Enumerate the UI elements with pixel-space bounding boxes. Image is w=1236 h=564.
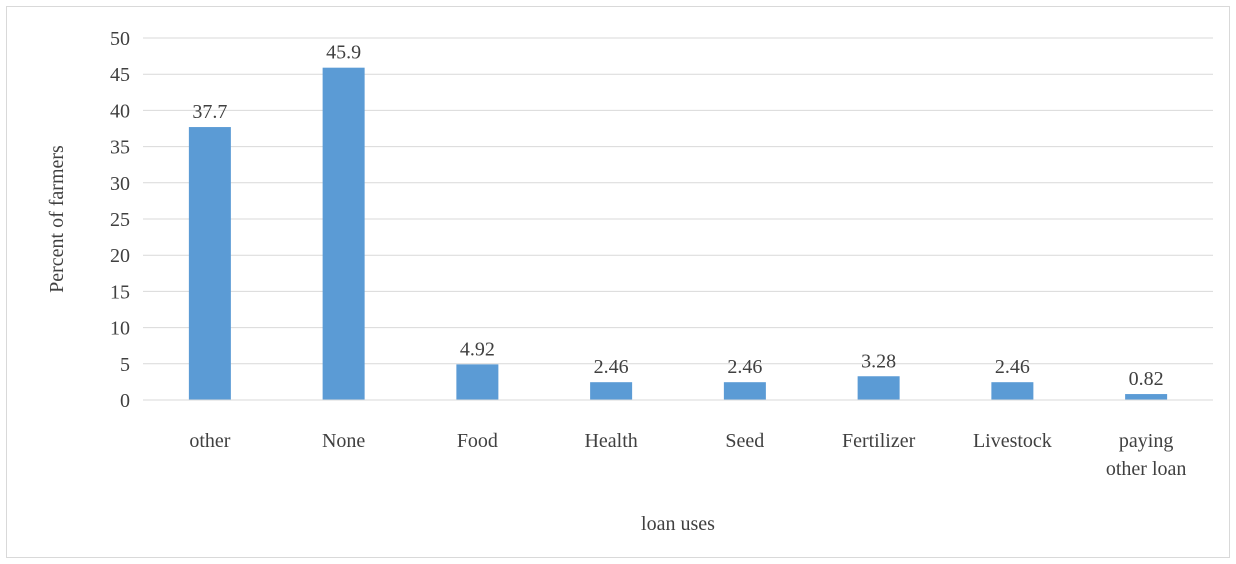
data-label: 2.46 bbox=[594, 356, 629, 378]
bar bbox=[723, 382, 766, 400]
x-category-label: Livestock bbox=[973, 430, 1052, 452]
bars bbox=[188, 67, 1168, 401]
x-axis-categories: other None Food Health Seed Fertilizer Livesto… bbox=[189, 430, 1186, 480]
x-category-label: Fertilizer bbox=[842, 430, 916, 452]
bar bbox=[1125, 394, 1168, 400]
bar bbox=[991, 382, 1034, 400]
data-label: 37.7 bbox=[192, 101, 227, 123]
x-category-label: None bbox=[322, 430, 365, 452]
y-tick-label: 40 bbox=[110, 100, 130, 122]
y-tick-label: 30 bbox=[110, 173, 130, 195]
y-tick-label: 0 bbox=[120, 390, 130, 412]
x-category-label: Food bbox=[457, 430, 498, 452]
data-label: 3.28 bbox=[861, 350, 896, 372]
y-tick-label: 50 bbox=[110, 28, 130, 50]
x-axis-title: loan uses bbox=[641, 513, 715, 535]
bar bbox=[857, 376, 900, 400]
y-tick-label: 10 bbox=[110, 318, 130, 340]
y-tick-label: 20 bbox=[110, 245, 130, 267]
bar bbox=[188, 127, 231, 400]
data-label: 2.46 bbox=[995, 356, 1030, 378]
data-labels: 37.7 45.9 4.92 2.46 2.46 3.28 2.46 0.82 bbox=[192, 42, 1163, 390]
y-axis-title: Percent of farmers bbox=[46, 145, 68, 293]
y-axis-ticks: 0 5 10 15 20 25 30 35 40 45 50 bbox=[110, 28, 130, 412]
x-category-label: paying bbox=[1119, 430, 1173, 452]
bar bbox=[456, 364, 499, 400]
bar bbox=[590, 382, 633, 400]
y-tick-label: 25 bbox=[110, 209, 130, 231]
y-tick-label: 35 bbox=[110, 137, 130, 159]
data-label: 2.46 bbox=[727, 356, 762, 378]
data-label: 0.82 bbox=[1129, 368, 1164, 390]
data-label: 4.92 bbox=[460, 338, 495, 360]
x-category-label: Seed bbox=[725, 430, 764, 452]
y-tick-label: 15 bbox=[110, 281, 130, 303]
x-category-label: other bbox=[189, 430, 230, 452]
data-label: 45.9 bbox=[326, 42, 361, 64]
x-category-label: Health bbox=[584, 430, 637, 452]
gridlines bbox=[143, 37, 1213, 365]
x-category-label: other loan bbox=[1106, 458, 1187, 480]
y-tick-label: 45 bbox=[110, 64, 130, 86]
y-tick-label: 5 bbox=[120, 354, 130, 376]
bar bbox=[322, 67, 365, 401]
